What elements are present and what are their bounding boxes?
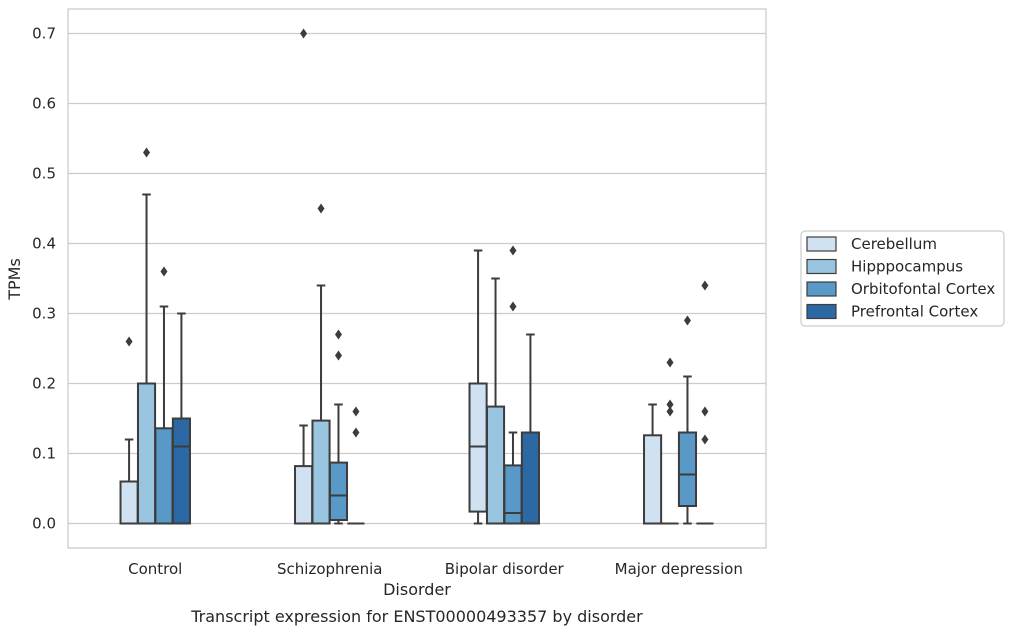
- box-major-depression-orbitofontal-cortex: [677, 315, 698, 525]
- legend-label-orbitofontal-cortex: Orbitofontal Cortex: [851, 280, 995, 298]
- box-schizophrenia-cerebellum: [294, 28, 314, 525]
- box-schizophrenia-prefrontal-cortex: [347, 406, 365, 525]
- chart-title: Transcript expression for ENST0000049335…: [190, 607, 643, 626]
- legend-label-cerebellum: Cerebellum: [851, 235, 937, 253]
- outlier-point: [701, 406, 709, 417]
- box-body: [503, 464, 523, 525]
- box-major-depression-prefrontal-cortex: [696, 280, 714, 525]
- legend-label-prefrontal-cortex: Prefrontal Cortex: [851, 303, 978, 321]
- box-body: [643, 434, 663, 525]
- box-control-cerebellum: [119, 336, 139, 525]
- box-control-orbitofontal-cortex: [154, 266, 174, 525]
- box-body: [677, 431, 698, 507]
- box-bipolar-disorder-prefrontal-cortex: [520, 333, 540, 525]
- box-bipolar-disorder-orbitofontal-cortex: [503, 245, 523, 525]
- outlier-point: [334, 350, 342, 361]
- x-tick-label: Major depression: [615, 560, 743, 578]
- y-tick-label: 0.1: [32, 445, 56, 463]
- outlier-point: [509, 245, 517, 256]
- x-axis-title: Disorder: [383, 580, 451, 599]
- outlier-point: [683, 315, 691, 326]
- outlier-point: [143, 147, 151, 158]
- box-body: [171, 417, 191, 525]
- series-hipppocampus: [136, 147, 679, 525]
- outlier-point: [352, 427, 360, 438]
- box-body: [520, 431, 540, 525]
- box-control-prefrontal-cortex: [171, 312, 191, 525]
- y-tick-label: 0.0: [32, 515, 56, 533]
- box-schizophrenia-hipppocampus: [311, 203, 331, 525]
- x-tick-label: Bipolar disorder: [445, 560, 565, 578]
- y-tick-label: 0.5: [32, 165, 56, 183]
- box-body: [154, 427, 174, 525]
- plot-area-frame: [67, 8, 767, 549]
- box-body: [119, 480, 139, 525]
- box-control-hipppocampus: [136, 147, 157, 525]
- outlier-point: [701, 434, 709, 445]
- outlier-point: [317, 203, 325, 214]
- box-body: [136, 382, 157, 525]
- outlier-point: [125, 336, 133, 347]
- box-major-depression-hipppocampus: [661, 357, 679, 525]
- box-schizophrenia-orbitofontal-cortex: [328, 329, 349, 525]
- box-series-layer: [119, 28, 714, 525]
- outlier-point: [666, 406, 674, 417]
- y-tick-label: 0.6: [32, 95, 56, 113]
- legend: Cerebellum Hipppocampus Orbitofontal Corte…: [800, 230, 1005, 327]
- legend-swatch-hipppocampus: [806, 258, 837, 275]
- legend-swatch-orbitofontal-cortex: [806, 281, 837, 297]
- y-axis-title: TPMs: [5, 258, 24, 301]
- y-tick-label: 0.3: [32, 305, 56, 323]
- y-tick-label: 0.4: [32, 235, 56, 253]
- legend-swatch-cerebellum: [806, 236, 837, 252]
- outlier-point: [352, 406, 360, 417]
- outlier-point: [334, 329, 342, 340]
- series-orbitofontal-cortex: [154, 245, 698, 525]
- outlier-point: [666, 357, 674, 368]
- box-major-depression-cerebellum: [643, 403, 663, 525]
- outlier-point: [701, 280, 709, 291]
- outlier-point: [509, 301, 517, 312]
- box-body: [485, 405, 506, 525]
- box-bipolar-disorder-hipppocampus: [485, 277, 506, 525]
- y-tick-label: 0.7: [32, 25, 56, 43]
- box-body: [294, 465, 314, 525]
- legend-frame: [800, 230, 1005, 327]
- outlier-point: [300, 28, 308, 39]
- series-prefrontal-cortex: [171, 280, 714, 525]
- y-axis-ticks: 0.0 0.1 0.2 0.3 0.4 0.5 0.6 0.7: [32, 25, 56, 533]
- y-tick-label: 0.2: [32, 375, 56, 393]
- series-cerebellum: [119, 28, 663, 525]
- x-axis-ticks: Control Schizophrenia Bipolar disorder Majo…: [128, 560, 743, 578]
- legend-swatch-prefrontal-cortex: [806, 303, 837, 320]
- box-bipolar-disorder-cerebellum: [468, 249, 488, 525]
- box-body: [328, 461, 349, 522]
- box-body: [311, 419, 331, 525]
- outlier-point: [160, 266, 168, 277]
- x-tick-label: Control: [128, 560, 182, 578]
- box-body: [468, 382, 488, 513]
- outlier-point: [666, 399, 674, 410]
- legend-label-hipppocampus: Hipppocampus: [851, 258, 963, 276]
- x-tick-label: Schizophrenia: [277, 560, 382, 578]
